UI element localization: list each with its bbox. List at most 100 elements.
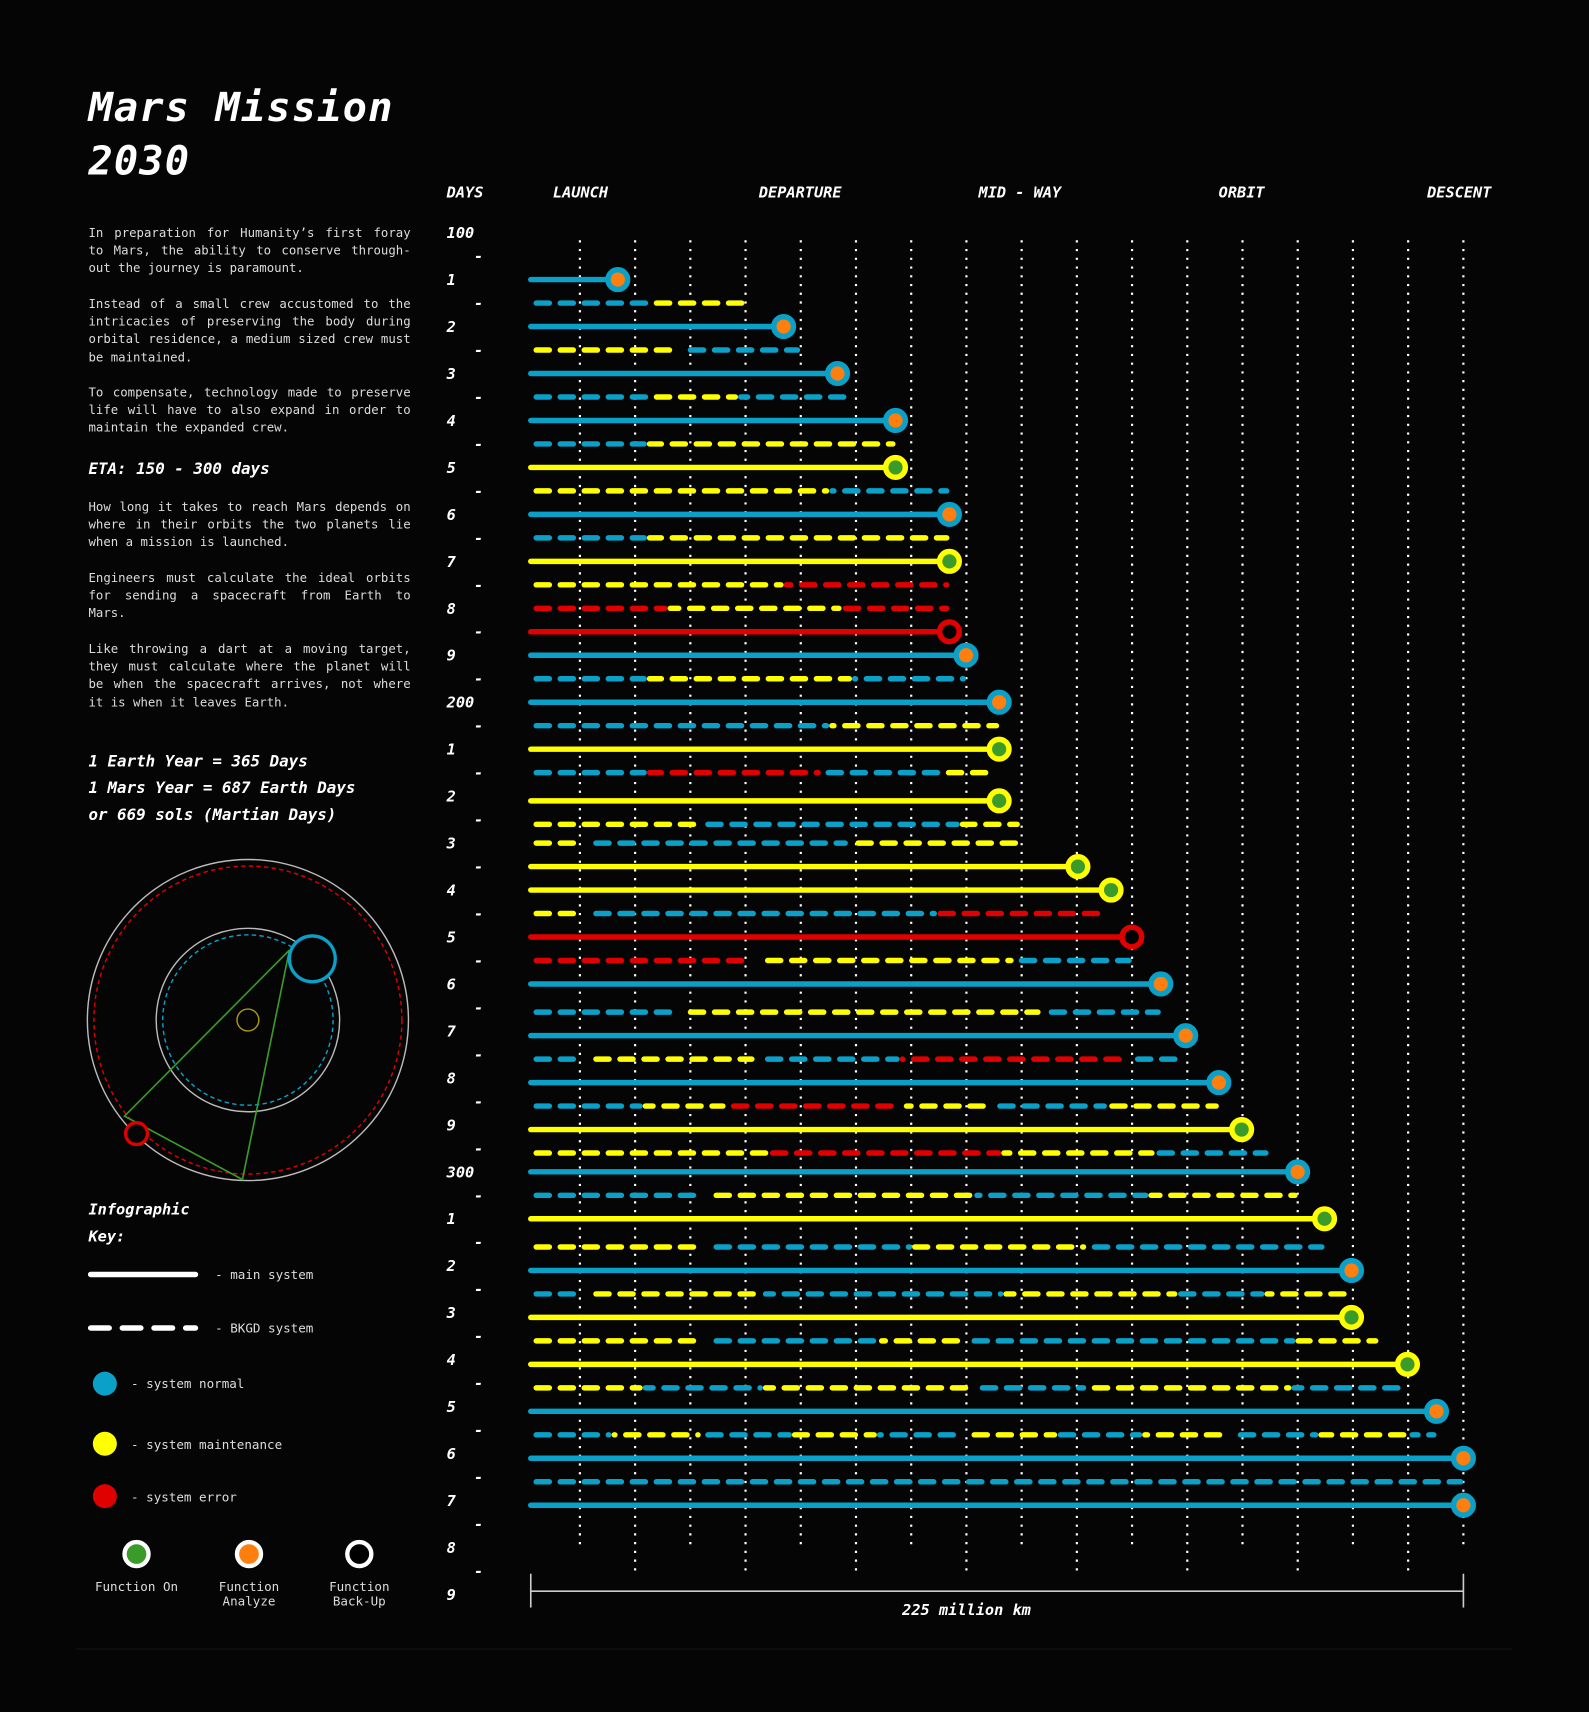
legend-function-analyze: Function [219, 1579, 279, 1594]
y-tick-label: 2 [446, 1257, 456, 1275]
main-system-row [528, 1398, 1450, 1424]
gridlines [578, 240, 1465, 1573]
earth-orbit-path [162, 934, 334, 1106]
y-tick-label: 7 [447, 1022, 457, 1040]
function-on-marker [1065, 854, 1091, 880]
y-tick-label: 5 [447, 1398, 456, 1416]
legend-function-backup-2: Back-Up [333, 1593, 386, 1608]
y-tick-label: 4 [447, 882, 456, 900]
y-tick-label: 9 [447, 1116, 456, 1134]
main-system-row [528, 267, 631, 293]
main-system-row [528, 548, 962, 574]
orbit-diagram [86, 858, 410, 1182]
main-system-row [528, 501, 962, 527]
main-system-row [528, 1445, 1476, 1471]
main-system-row [528, 1492, 1476, 1518]
mars-orbit-path [93, 865, 403, 1175]
legend-bkgd-system: - BKGD system [215, 1320, 313, 1335]
main-system-row [528, 1023, 1199, 1049]
crew-paragraph: Instead of a small crew accustomed to th… [88, 297, 411, 365]
legend-function-backup: Function [329, 1579, 389, 1594]
function-analyze-marker [1450, 1492, 1476, 1518]
y-tick-label: 3 [446, 365, 456, 383]
function-on-marker [1338, 1304, 1365, 1330]
main-system-row [528, 642, 979, 668]
main-system-row [528, 1206, 1338, 1232]
legend-function-analyze-2: Analyze [223, 1593, 276, 1608]
function-analyze-marker [1450, 1445, 1476, 1471]
engineers-paragraph: Engineers must calculate the ideal orbit… [88, 571, 411, 621]
function-on-marker [882, 454, 909, 480]
legend-system-normal: - system normal [131, 1376, 244, 1391]
function-analyze-marker [824, 360, 851, 387]
y-minor-tick: - [474, 1046, 483, 1064]
main-system-row [528, 788, 1012, 814]
y-minor-tick: - [474, 576, 483, 594]
earth-year: 1 Earth Year = 365 Days [88, 753, 308, 772]
eta-heading: ETA: 150 - 300 days [88, 460, 270, 479]
function-analyze-marker [1338, 1257, 1365, 1283]
mars-sols: or 669 sols (Martian Days) [88, 806, 337, 825]
year-facts: 1 Earth Year = 365 Days 1 Mars Year = 68… [88, 749, 355, 829]
function-analyze-marker [1423, 1398, 1450, 1424]
y-tick-label: 200 [446, 694, 475, 712]
y-tick-label: 3 [446, 1304, 456, 1322]
main-system-row [528, 313, 797, 340]
y-minor-tick: - [474, 529, 483, 547]
main-system-row [528, 1159, 1311, 1185]
dart-paragraph: Like throwing a dart at a moving target,… [88, 642, 411, 710]
y-tick-label: 4 [447, 1351, 456, 1369]
y-tick-label: 7 [447, 1492, 457, 1510]
function-analyze-marker [1206, 1070, 1232, 1096]
function-analyze-marker [882, 407, 909, 434]
function-on-icon [122, 1539, 151, 1569]
function-analyze-marker [1148, 971, 1174, 997]
y-minor-tick: - [474, 1140, 483, 1158]
y-minor-tick: - [474, 1422, 483, 1440]
y-tick-label: 6 [447, 1445, 456, 1463]
system-rows [528, 267, 1476, 1518]
title-line-1: Mars Mission [88, 84, 394, 132]
y-minor-tick: - [474, 1375, 483, 1393]
function-backup-marker [1119, 924, 1145, 950]
y-minor-tick: - [474, 952, 483, 970]
function-on-marker [986, 736, 1012, 762]
y-minor-tick: - [474, 341, 483, 359]
y-minor-tick: - [474, 1093, 483, 1111]
legend-main-system: - main system [215, 1267, 313, 1282]
y-minor-tick: - [474, 1562, 483, 1580]
y-tick-label: 100 [447, 224, 475, 242]
function-backup-marker [936, 619, 962, 645]
y-tick-label: 2 [446, 318, 456, 336]
main-system-row [528, 689, 1012, 715]
y-minor-tick: - [474, 764, 483, 782]
y-minor-tick: - [474, 388, 483, 406]
y-tick-label: 8 [447, 600, 456, 618]
title-line-2: 2030 [88, 137, 191, 185]
function-on-marker [1311, 1206, 1338, 1232]
phase-headers: LAUNCH DEPARTURE MID - WAY ORBIT DESCENT [553, 184, 1492, 202]
y-axis-label: DAYS [446, 184, 484, 202]
function-analyze-marker [1173, 1023, 1199, 1049]
trajectory-lines [123, 949, 291, 1181]
y-tick-label: 1 [447, 271, 456, 289]
function-on-marker [1394, 1351, 1421, 1377]
y-minor-tick: - [474, 811, 483, 829]
main-system-row [528, 407, 909, 434]
y-minor-tick: - [474, 623, 483, 641]
phase-header: ORBIT [1219, 184, 1266, 202]
main-system-row [528, 1351, 1421, 1377]
y-tick-label: 1 [447, 1210, 456, 1228]
y-tick-label: 6 [447, 975, 456, 993]
phase-header: MID - WAY [978, 184, 1064, 202]
function-analyze-marker [936, 501, 962, 527]
y-minor-tick: - [474, 1281, 483, 1299]
y-minor-tick: - [474, 295, 483, 313]
main-system-row [528, 1304, 1365, 1330]
y-tick-label: 4 [447, 412, 456, 430]
function-analyze-marker [953, 642, 979, 668]
y-minor-tick: - [474, 248, 483, 266]
technology-paragraph: To compensate, technology made to preser… [88, 385, 411, 436]
function-analyze-marker [986, 689, 1012, 715]
